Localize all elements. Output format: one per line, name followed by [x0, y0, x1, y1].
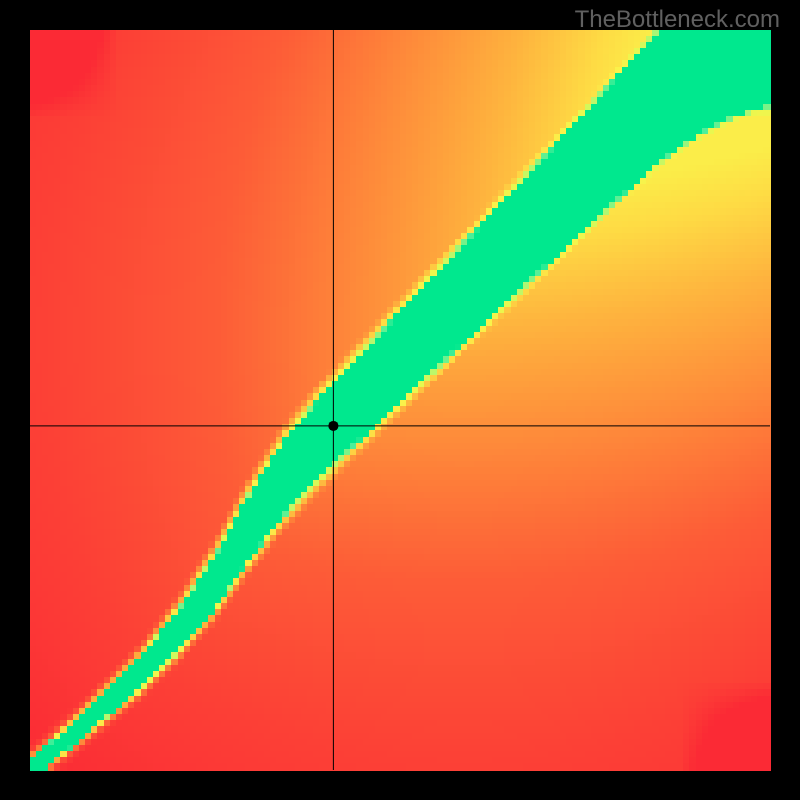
watermark-text: TheBottleneck.com [575, 6, 780, 34]
chart-container: TheBottleneck.com [0, 0, 800, 800]
heatmap-canvas [0, 0, 800, 800]
